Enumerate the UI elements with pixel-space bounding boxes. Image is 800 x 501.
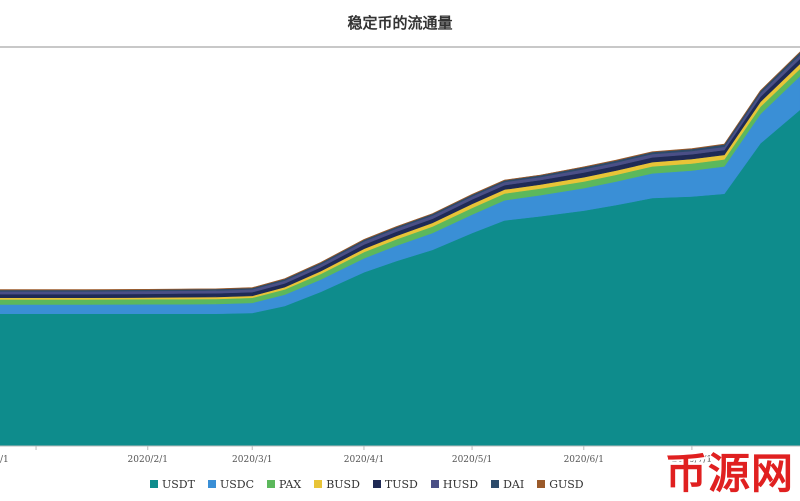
legend-label: DAI [503, 477, 525, 491]
legend-label: HUSD [442, 477, 479, 491]
legend-item-pax: PAX [267, 478, 301, 491]
legend-label: BUSD [326, 477, 360, 491]
legend-swatch [372, 480, 381, 488]
watermark: 币源网 [664, 449, 794, 498]
legend-item-busd: BUSD [314, 478, 360, 491]
area-series-gusd [0, 51, 800, 291]
area-layers [0, 51, 800, 447]
chart-title: 稳定币的流通量 [347, 14, 453, 32]
legend-item-dai: DAI [491, 478, 524, 491]
legend-swatch [537, 480, 546, 488]
title-divider [0, 46, 800, 48]
legend-swatch [491, 480, 500, 488]
x-tick-label: 2020/7/1 [672, 455, 712, 465]
legend-label: USDT [162, 477, 195, 491]
legend-swatch [314, 480, 323, 488]
legend-label: PAX [279, 477, 302, 491]
legend-item-tusd: TUSD [372, 477, 418, 491]
legend-item-husd: HUSD [430, 477, 479, 491]
legend-swatch [267, 480, 276, 488]
legend-label: USDC [219, 477, 255, 491]
legend: USDT USDC PAX BUSD TUSD HUSD DAI GUSD [150, 476, 584, 492]
legend-item-usdt: USDT [150, 478, 195, 491]
x-tick-label: 2020/3/1 [232, 455, 272, 465]
legend-swatch [150, 480, 158, 488]
legend-swatch [430, 480, 439, 488]
legend-item-gusd: GUSD [537, 477, 584, 491]
legend-swatch [207, 480, 216, 488]
legend-label: GUSD [549, 477, 584, 491]
x-tick-label: 2020/4/1 [344, 455, 384, 465]
x-tick-label: 2020/2/1 [128, 455, 168, 465]
legend-label: TUSD [384, 477, 418, 491]
x-tick-label: /1 [0, 455, 9, 465]
x-tick-label: 2020/5/1 [452, 455, 492, 465]
legend-item-usdc: USDC [207, 477, 255, 491]
x-tick-label: 2020/6/1 [564, 455, 604, 465]
